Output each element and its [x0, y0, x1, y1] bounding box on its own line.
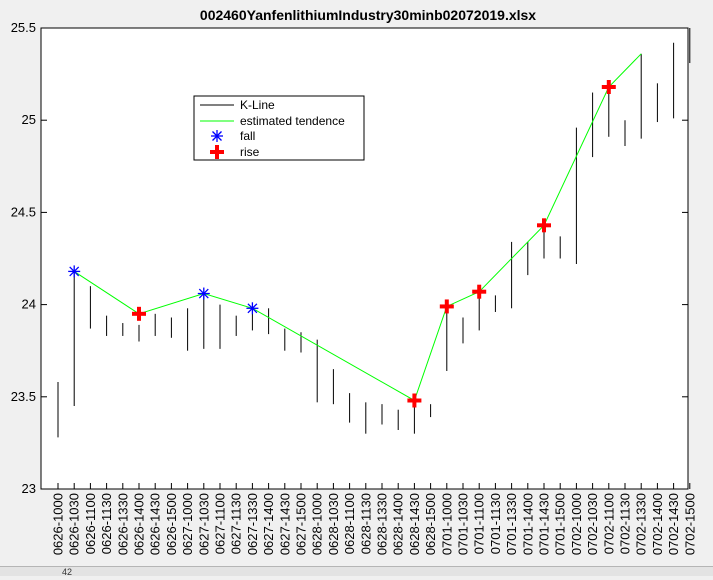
trend-series — [73, 53, 642, 402]
x-tick-label: 0701-1500 — [553, 493, 568, 555]
x-tick-label: 0627-1400 — [261, 493, 276, 555]
legend-box — [193, 95, 365, 161]
x-tick-label: 0627-1500 — [294, 493, 309, 555]
y-tick-label: 23.5 — [11, 389, 36, 404]
trend-line — [73, 53, 642, 402]
x-tick-label: 0628-1500 — [423, 493, 438, 555]
x-tick-label: 0626-1030 — [67, 493, 82, 555]
legend-rise-marker — [210, 145, 224, 159]
rise-marker — [537, 218, 551, 233]
bottom-strip-label: 42 — [62, 567, 73, 577]
rise-marker — [601, 80, 616, 95]
x-tick-label: 0627-1100 — [213, 493, 228, 554]
x-tick-label: 0702-1330 — [634, 493, 649, 555]
x-tick-label: 0626-1330 — [115, 493, 130, 555]
x-tick-label: 0701-1130 — [488, 493, 503, 554]
x-axis: 0626-1000 0626-1030 0626-1100 0626-1130 0626… — [51, 483, 697, 555]
rise-marker — [472, 284, 487, 299]
fall-marker — [246, 302, 259, 315]
x-tick-label: 0626-1100 — [83, 493, 98, 554]
chart-title: 002460YanfenlithiumIndustry30minb0207201… — [200, 7, 536, 23]
legend: K-Line estimated tendence fall rise — [193, 95, 365, 161]
x-tick-label: 0626-1400 — [132, 493, 147, 555]
x-tick-label: 0627-1330 — [245, 493, 260, 555]
x-tick-label: 0702-1500 — [682, 493, 697, 555]
x-tick-label: 0701-1030 — [456, 493, 471, 555]
x-tick-label: 0627-1430 — [277, 493, 292, 555]
x-tick-label: 0702-1030 — [585, 493, 600, 555]
x-tick-label: 0627-1130 — [229, 493, 244, 554]
x-tick-label: 0702-1100 — [601, 493, 616, 554]
kline-series — [57, 28, 691, 438]
x-tick-label: 0628-1000 — [310, 493, 325, 555]
rise-marker — [439, 299, 454, 314]
x-tick-label: 0702-1130 — [618, 493, 633, 554]
bottom-scroll-strip — [0, 566, 713, 576]
x-tick-label: 0627-1000 — [180, 493, 195, 555]
legend-trend-label: estimated tendence — [240, 114, 345, 128]
x-tick-label: 0628-1030 — [326, 493, 341, 555]
y-tick-label: 23 — [22, 481, 36, 496]
x-tick-label: 0626-1130 — [99, 493, 114, 554]
legend-rise-label: rise — [240, 145, 260, 159]
x-tick-label: 0702-1400 — [650, 493, 665, 555]
x-tick-label: 0628-1100 — [342, 493, 357, 554]
x-tick-label: 0628-1130 — [358, 493, 373, 554]
y-tick-label: 25.5 — [11, 20, 36, 35]
x-tick-label: 0701-1330 — [504, 493, 519, 555]
y-tick-label: 24 — [22, 297, 36, 312]
rise-marker — [407, 393, 422, 408]
x-tick-label: 0701-1100 — [472, 493, 487, 554]
x-tick-label: 0626-1000 — [51, 493, 66, 555]
rise-marker — [132, 306, 146, 321]
x-tick-label: 0626-1430 — [148, 493, 163, 555]
x-tick-label: 0702-1430 — [666, 493, 681, 555]
y-tick-label: 24.5 — [11, 204, 36, 219]
fall-marker — [68, 265, 81, 278]
legend-fall-label: fall — [240, 129, 255, 143]
x-tick-label: 0627-1030 — [196, 493, 211, 555]
y-axis: 23 23.5 24 24.5 25 25.5 — [11, 20, 688, 496]
marker-series — [68, 80, 616, 408]
fall-marker — [197, 287, 210, 300]
x-tick-label: 0626-1500 — [164, 493, 179, 555]
x-tick-label: 0701-1430 — [537, 493, 552, 555]
x-tick-label: 0628-1430 — [407, 493, 422, 555]
x-tick-label: 0702-1000 — [569, 493, 584, 555]
y-tick-label: 25 — [22, 112, 36, 127]
legend-fall-marker — [211, 130, 223, 142]
x-tick-label: 0628-1400 — [391, 493, 406, 555]
x-tick-label: 0701-1000 — [439, 493, 454, 555]
x-tick-label: 0628-1330 — [375, 493, 390, 555]
legend-kline-label: K-Line — [240, 98, 275, 112]
x-tick-label: 0701-1400 — [520, 493, 535, 555]
